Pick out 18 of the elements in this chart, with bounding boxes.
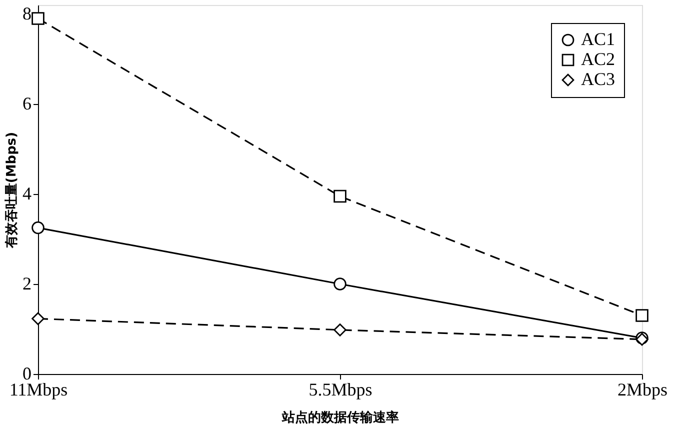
point <box>334 190 346 203</box>
y-tick-label: 8 <box>22 4 32 24</box>
x-axis-title: 站点的数据传输速率 <box>281 410 399 426</box>
point <box>32 12 44 25</box>
point <box>334 278 346 290</box>
point <box>32 221 44 234</box>
y-tick-label: 6 <box>22 94 32 114</box>
point <box>32 312 44 326</box>
y-axis-title: 有效吞吐量(Mbps) <box>4 132 20 250</box>
legend-label: AC2 <box>581 49 616 69</box>
x-tick-label: 2Mbps <box>617 380 668 400</box>
point <box>636 309 648 322</box>
legend-label: AC3 <box>581 69 616 89</box>
y-tick-label: 4 <box>22 184 32 204</box>
x-tick-label: 5.5Mbps <box>308 380 372 400</box>
legend-label: AC1 <box>581 29 616 49</box>
y-tick-label: 2 <box>22 274 32 294</box>
point <box>334 324 346 336</box>
